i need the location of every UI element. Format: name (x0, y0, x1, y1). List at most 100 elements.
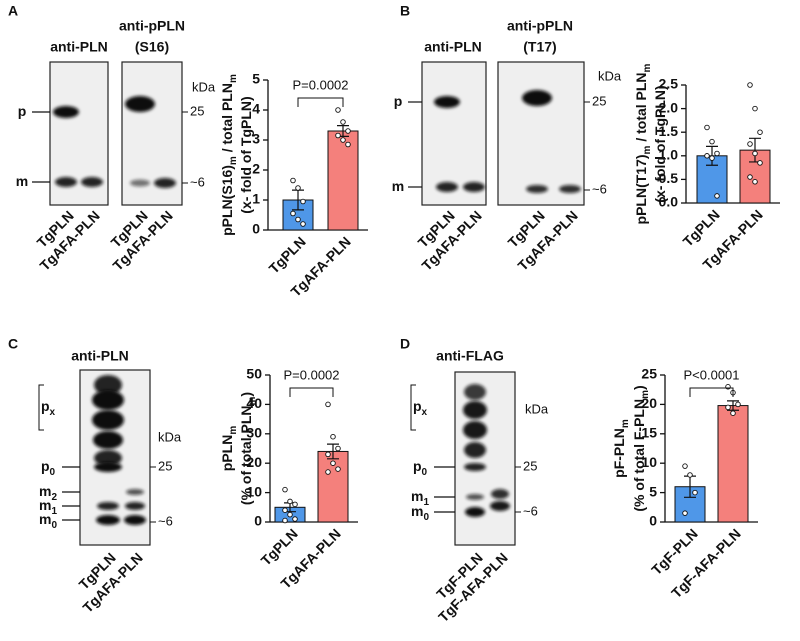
data-point (747, 141, 753, 147)
band-label: m (16, 173, 28, 189)
band (53, 106, 79, 118)
band (466, 494, 484, 500)
size-marker: ~6 (190, 174, 205, 189)
y-tick-label: 0.0 (659, 194, 679, 210)
band (491, 489, 509, 499)
kda-label: kDa (192, 79, 216, 94)
band (436, 182, 458, 192)
band (463, 182, 485, 192)
kda-label: kDa (525, 401, 549, 416)
blot-title: (T17) (523, 39, 556, 55)
data-point (709, 138, 715, 145)
band (130, 179, 150, 187)
y-axis-label: pPLN(T17)m / total PLNm (633, 63, 653, 224)
data-point (282, 486, 288, 493)
blot-title: anti-pPLN (507, 18, 573, 34)
data-point (295, 185, 301, 191)
band (465, 507, 485, 517)
y-axis-label: (x- fold of TgPLN) (238, 96, 254, 213)
y-tick-label: 10 (641, 454, 657, 470)
data-point (325, 451, 331, 458)
band-label-part: p (41, 398, 50, 414)
y-axis-label-part: pPLN(T17) (633, 154, 649, 224)
band-label: px (413, 398, 428, 418)
size-marker: 25 (190, 103, 204, 118)
band-label-part: m (39, 483, 51, 499)
band-label-part: m (392, 178, 404, 194)
band-label-part: p (394, 93, 403, 109)
p-value: P<0.0001 (683, 367, 739, 382)
data-point (325, 469, 331, 475)
y-tick-label: 1 (252, 191, 260, 207)
y-axis-label-part: m (640, 390, 651, 399)
data-point (757, 129, 763, 135)
bar (717, 405, 749, 523)
y-axis-label-part: m (228, 156, 239, 165)
data-point (687, 472, 693, 478)
blot-title: anti-PLN (50, 39, 108, 55)
data-point (682, 510, 688, 516)
band-label-part: m (39, 497, 51, 513)
band-label-part: x (50, 407, 56, 418)
band-label: m (392, 178, 404, 194)
x-tick-label: TgPLN (258, 525, 301, 568)
blot (421, 61, 487, 206)
y-axis-label-part: m (642, 63, 653, 72)
y-axis-label: (% of total F-PLNm) (631, 385, 651, 511)
size-marker: ~6 (158, 513, 173, 528)
data-point (282, 507, 288, 513)
band (464, 463, 486, 471)
y-tick-label: 5 (252, 71, 260, 87)
y-tick-label: 10 (246, 483, 262, 499)
band (55, 177, 77, 187)
data-point (335, 466, 341, 472)
error-bar (727, 400, 739, 411)
data-point (325, 401, 331, 408)
y-tick-label: 15 (641, 425, 657, 441)
data-point (340, 137, 346, 143)
data-point (730, 410, 736, 416)
y-axis-label-part: pPLN (219, 435, 235, 472)
y-axis-label-part: (% of total F-PLN (631, 399, 647, 512)
size-marker: ~6 (523, 503, 538, 518)
data-point (747, 82, 753, 88)
significance-bracket (689, 387, 734, 397)
band-label-part: 1 (51, 506, 57, 517)
y-axis-label-part: (x- fold of TgPLN) (652, 85, 668, 202)
blot-title: anti-FLAG (436, 348, 504, 364)
size-marker: 25 (523, 458, 537, 473)
band-label: m0 (39, 511, 57, 531)
band-label-part: 2 (51, 492, 57, 503)
x-tick-label: TgPLN (266, 233, 309, 276)
y-axis-label-part: m (228, 74, 239, 83)
y-tick-label: 0 (649, 513, 657, 529)
data-point (714, 150, 720, 157)
y-axis-label-part: ) (238, 392, 254, 397)
band-label: m0 (411, 503, 429, 523)
band-label: p (394, 93, 403, 109)
kda-label: kDa (158, 429, 182, 444)
band (154, 178, 176, 188)
data-point (287, 498, 293, 505)
band-label-part: 0 (423, 512, 429, 523)
band (92, 390, 124, 410)
band (94, 450, 122, 466)
size-marker: 25 (158, 458, 172, 473)
bar (327, 130, 359, 231)
data-point (330, 433, 336, 440)
y-axis-label-part: m (642, 145, 653, 154)
band-label-part: p (41, 458, 50, 474)
band (526, 185, 548, 193)
error-bar (327, 443, 339, 460)
y-tick-label: 0 (252, 221, 260, 237)
data-point (704, 124, 710, 131)
blot (454, 371, 516, 546)
data-point (335, 107, 341, 113)
blot (497, 61, 585, 206)
band (81, 177, 103, 187)
data-point (714, 193, 720, 199)
blot-title: anti-PLN (71, 348, 129, 364)
y-axis-label: (x- fold of TgPLN) (652, 85, 668, 202)
band (92, 410, 124, 430)
